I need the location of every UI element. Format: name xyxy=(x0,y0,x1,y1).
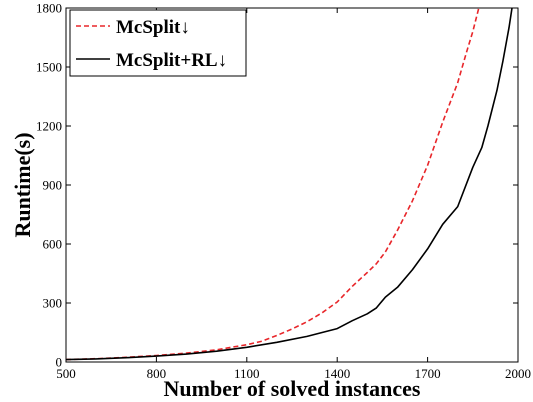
y-tick-label-1200: 1200 xyxy=(36,119,62,134)
x-tick-label-500: 500 xyxy=(56,366,76,381)
y-tick-label-1500: 1500 xyxy=(36,60,62,75)
legend-label-mcsplit-rl: McSplit+RL↓ xyxy=(116,50,227,71)
x-tick-label-2000: 2000 xyxy=(505,366,531,381)
series-lines xyxy=(65,7,513,361)
y-axis-title: Runtime(s) xyxy=(10,132,35,237)
legend-label-mcsplit: McSplit↓ xyxy=(116,17,190,38)
x-tick-label-1100: 1100 xyxy=(234,366,260,381)
y-tick-label-600: 600 xyxy=(43,237,63,252)
x-tick-label-1700: 1700 xyxy=(415,366,441,381)
legend: McSplit↓ McSplit+RL↓ xyxy=(69,9,247,77)
series-line-1 xyxy=(65,7,513,361)
y-tick-label-900: 900 xyxy=(43,178,63,193)
y-tick-label-1800: 1800 xyxy=(36,1,62,16)
series-line-0 xyxy=(65,7,480,361)
axis-ticks: 500 800 1100 1400 1700 2000 0 300 600 900 1200 1500… xyxy=(36,1,531,382)
x-tick-label-1400: 1400 xyxy=(324,366,350,381)
legend-box xyxy=(69,9,247,77)
y-tick-label-0: 0 xyxy=(56,355,63,370)
x-tick-label-800: 800 xyxy=(147,366,167,381)
y-tick-label-300: 300 xyxy=(43,296,63,311)
x-axis-title: Number of solved instances xyxy=(164,376,421,401)
